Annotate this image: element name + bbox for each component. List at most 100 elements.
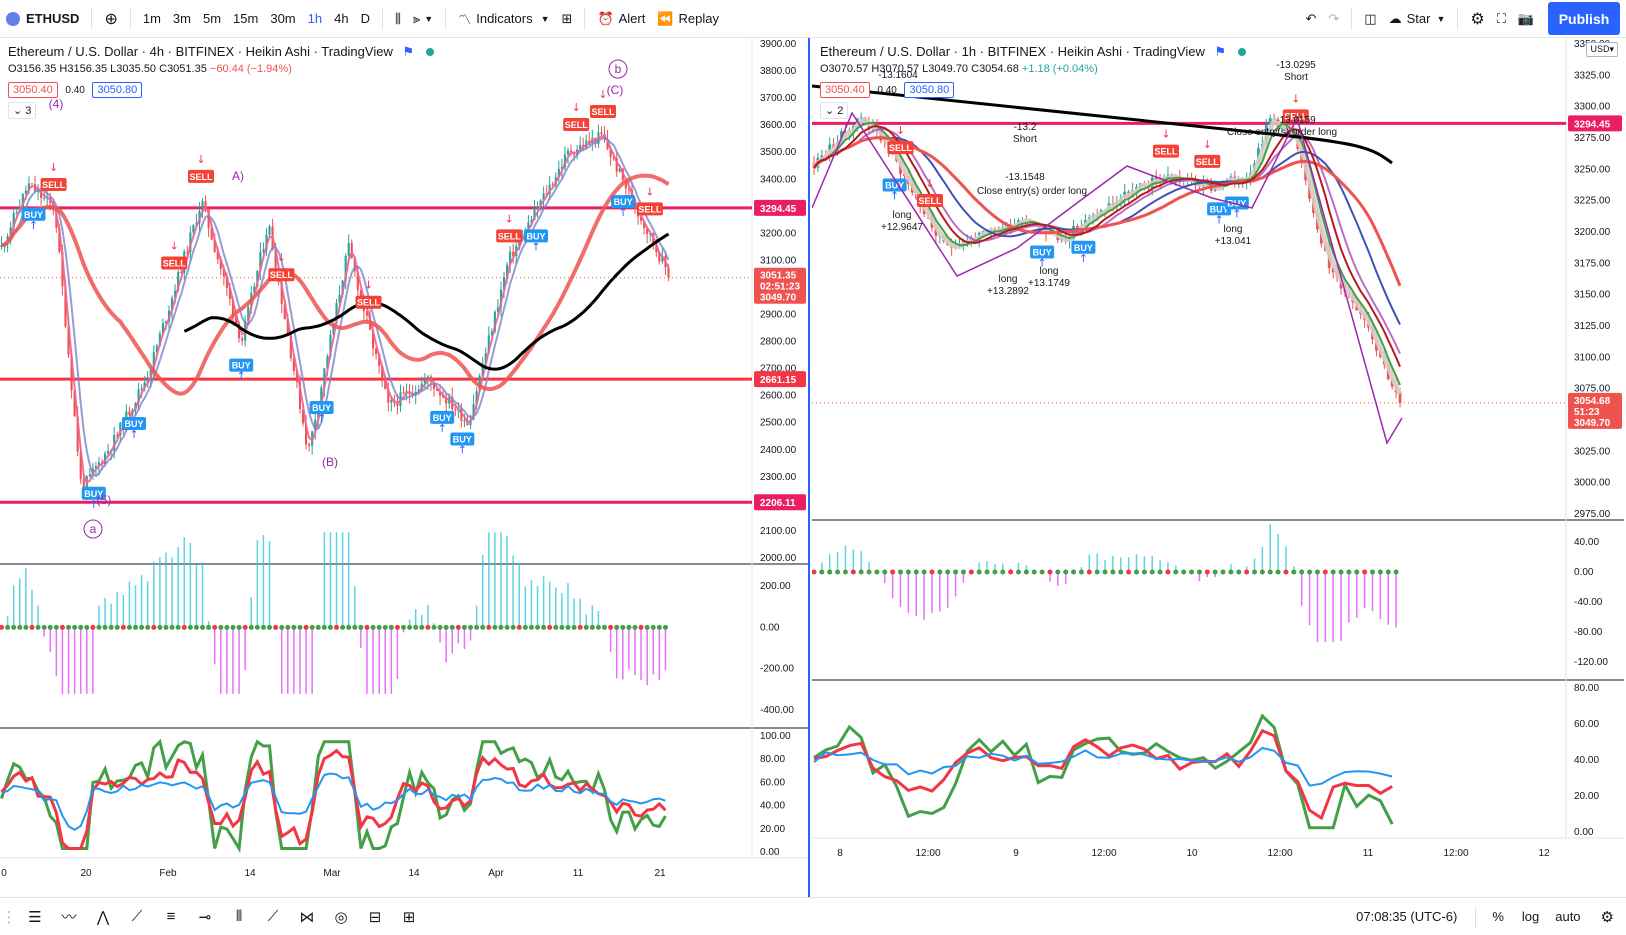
candle-body bbox=[234, 316, 238, 324]
trend-line-icon[interactable]: ⟋ bbox=[131, 908, 143, 925]
open-value: O3070.57 bbox=[820, 63, 869, 75]
sell-signal-tag bbox=[1194, 154, 1221, 168]
templates-button[interactable]: ⊞ bbox=[556, 0, 579, 38]
timeframe-3m[interactable]: 3m bbox=[172, 11, 191, 26]
macd-zero-dot bbox=[1267, 569, 1273, 575]
sell-price-box[interactable]: 3050.40 bbox=[8, 82, 58, 98]
fib-icon[interactable]: ≡ bbox=[166, 908, 176, 925]
bar-type-button[interactable]: ⫸ ▼ bbox=[407, 0, 439, 38]
xabcd-icon[interactable]: ⋈ bbox=[299, 908, 315, 926]
zigzag-icon[interactable]: 〰 bbox=[61, 909, 77, 926]
buy-price-box[interactable]: 3050.80 bbox=[92, 82, 143, 98]
right-chart-pane[interactable]: 3350.003325.003300.003275.003250.003225.… bbox=[812, 38, 1626, 897]
macd-zero-dot bbox=[401, 624, 407, 630]
percent-toggle[interactable]: % bbox=[1492, 909, 1504, 924]
ray-icon[interactable]: ⟋ bbox=[267, 908, 279, 925]
left-chart-legend: Ethereum / U.S. Dollar · 4h · BITFINEX ·… bbox=[8, 44, 434, 119]
high-value: H3070.57 bbox=[871, 63, 920, 75]
layout-button[interactable]: ◫ bbox=[1358, 0, 1382, 38]
sell-signal-label: SELL bbox=[1154, 147, 1178, 157]
currency-selector[interactable]: USD▾ bbox=[1586, 42, 1618, 57]
timeframe-30m[interactable]: 30m bbox=[270, 11, 296, 26]
macd-zero-dot bbox=[358, 624, 364, 630]
timeframe-5m[interactable]: 5m bbox=[202, 11, 222, 26]
timeframe-1h[interactable]: 1h bbox=[307, 11, 323, 26]
right-bid-ask: 3050.40 0.40 3050.80 bbox=[820, 81, 1246, 98]
save-layout-button[interactable]: ☁ Star ▼ bbox=[1383, 0, 1452, 38]
macd-zero-dot bbox=[1000, 569, 1006, 575]
compare-button[interactable]: ⊕ bbox=[98, 0, 123, 38]
macd-zero-dot bbox=[1338, 569, 1344, 575]
drag-handle-icon[interactable]: ⋮ bbox=[1, 908, 17, 926]
snapshot-button[interactable]: 📷 bbox=[1512, 0, 1540, 38]
short-position-icon[interactable]: ⊞ bbox=[402, 908, 416, 926]
macd-zero-dot bbox=[620, 624, 626, 630]
time-tick-label: 8 bbox=[837, 848, 843, 859]
left-chart-pane[interactable]: 3900.00 3800.00 3700.00 3600.00 3500.00 3400.… bbox=[0, 38, 810, 897]
macd-zero-dot bbox=[431, 624, 437, 630]
macd-zero-dot bbox=[200, 624, 206, 630]
auto-toggle[interactable]: auto bbox=[1555, 909, 1581, 924]
timeframe-1m[interactable]: 1m bbox=[142, 11, 161, 26]
indicator-toggle[interactable]: ⌄ 3 bbox=[8, 102, 434, 119]
publish-button[interactable]: Publish bbox=[1548, 2, 1620, 35]
candle-body bbox=[867, 124, 871, 129]
settings-button[interactable]: ⚙ bbox=[1464, 0, 1490, 38]
price-tick-label: 3125.00 bbox=[1574, 321, 1611, 332]
gear-icon[interactable]: ⚙ bbox=[1600, 908, 1614, 926]
trade-annotation: Close entry(s) order long bbox=[1227, 127, 1337, 138]
candle-body bbox=[490, 331, 493, 336]
pattern-icon[interactable]: ⋀ bbox=[96, 908, 110, 926]
candle-body bbox=[439, 391, 442, 396]
chart-type-button[interactable]: ⫼ bbox=[389, 0, 407, 38]
candle-body bbox=[192, 224, 195, 233]
redo-button[interactable]: ↷ bbox=[1322, 0, 1345, 38]
macd-zero-dot bbox=[874, 569, 880, 575]
buy-arrow-icon: ↑ bbox=[618, 206, 627, 219]
sell-signal-label: SELL bbox=[638, 204, 662, 214]
candles-icon: ⫼ bbox=[394, 10, 401, 26]
menu-icon[interactable]: ☰ bbox=[28, 908, 42, 926]
buy-price-box[interactable]: 3050.80 bbox=[904, 82, 955, 98]
macd-zero-dot bbox=[541, 624, 547, 630]
clock-label[interactable]: 07:08:35 (UTC-6) bbox=[1356, 909, 1458, 924]
right-ohlc: O3070.57 H3070.57 L3049.70 C3054.68 +1.1… bbox=[820, 63, 1246, 75]
candles-group bbox=[0, 124, 670, 501]
macd-zero-dot bbox=[510, 624, 516, 630]
candle-body bbox=[502, 276, 506, 290]
fullscreen-button[interactable]: ⛶ bbox=[1491, 0, 1512, 38]
timeframe-4h[interactable]: 4h bbox=[334, 11, 349, 26]
buy-signal-tag bbox=[430, 410, 455, 424]
price-tick-label: 3300.00 bbox=[1574, 102, 1611, 113]
horizontal-line-icon[interactable]: ⊸ bbox=[198, 908, 212, 926]
log-toggle[interactable]: log bbox=[1521, 909, 1540, 924]
sell-price-box[interactable]: 3050.40 bbox=[820, 82, 870, 98]
macd-tick-label: -400.00 bbox=[760, 705, 794, 716]
indicator-toggle[interactable]: ⌄ 2 bbox=[820, 102, 1246, 119]
candle-body bbox=[563, 154, 566, 168]
sell-signal-tag bbox=[563, 117, 590, 131]
candle-body bbox=[180, 271, 183, 273]
trade-annotation: +13.2892 bbox=[987, 286, 1029, 297]
candle-body bbox=[548, 184, 551, 194]
bars-pattern-icon[interactable]: ⦀ bbox=[235, 908, 243, 925]
macd-zero-dot bbox=[17, 624, 23, 630]
replay-button[interactable]: ⏪ Replay bbox=[651, 0, 725, 38]
right-chart-canvas[interactable]: 3350.003325.003300.003275.003250.003225.… bbox=[812, 38, 1626, 897]
cycle-icon[interactable]: ◎ bbox=[334, 908, 348, 926]
candle-body bbox=[24, 190, 27, 194]
redo-icon: ↷ bbox=[1328, 10, 1340, 26]
alert-button[interactable]: ⏰ Alert bbox=[591, 0, 651, 38]
timeframe-D[interactable]: D bbox=[360, 11, 370, 26]
long-position-icon[interactable]: ⊟ bbox=[368, 908, 382, 926]
candle-body bbox=[0, 245, 3, 247]
sell-signal-tag bbox=[188, 169, 214, 183]
candle-body bbox=[21, 193, 24, 208]
symbol-search[interactable]: ETHUSD bbox=[0, 0, 85, 38]
timeframe-15m[interactable]: 15m bbox=[233, 11, 259, 26]
indicators-button[interactable]: 〽 Indicators ▼ bbox=[452, 0, 555, 38]
left-chart-canvas[interactable]: 3900.00 3800.00 3700.00 3600.00 3500.00 3400.… bbox=[0, 38, 810, 897]
undo-button[interactable]: ↶ bbox=[1299, 0, 1322, 38]
price-tick-label: 3225.00 bbox=[1574, 196, 1611, 207]
wave-label: (4) bbox=[49, 97, 64, 111]
